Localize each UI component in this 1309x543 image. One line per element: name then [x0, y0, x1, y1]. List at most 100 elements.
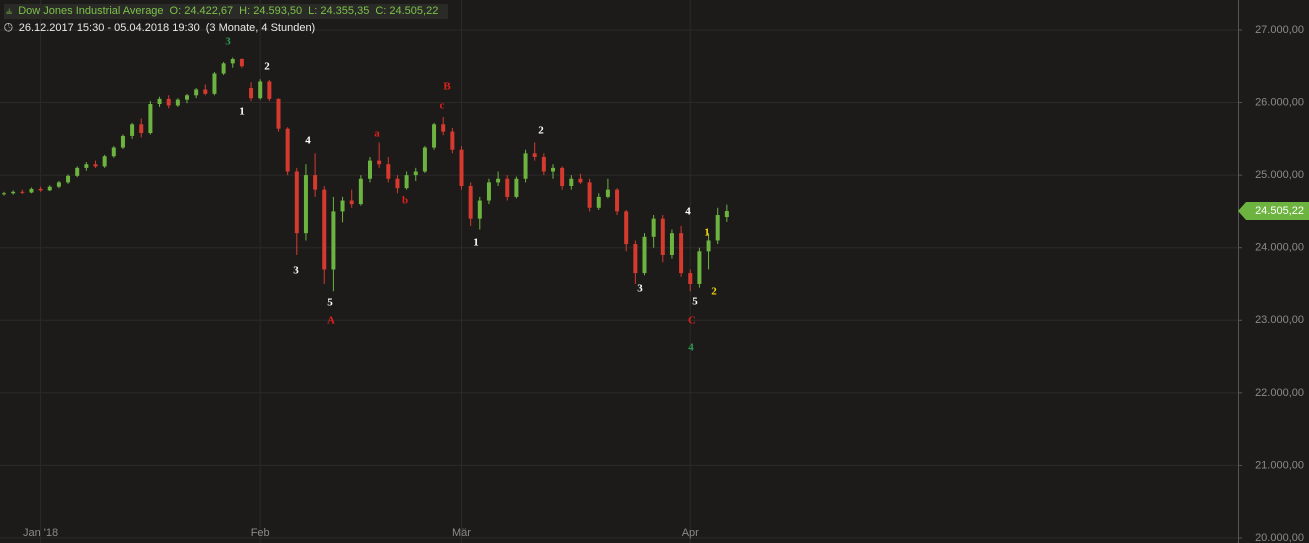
candle-body [551, 167, 555, 172]
chart-title: Dow Jones Industrial Average [18, 5, 164, 17]
last-price-label: 24.505,22 [1255, 205, 1304, 217]
candle-body [38, 188, 43, 191]
candle-body [230, 59, 235, 64]
date-span: (3 Monate, 4 Stunden) [205, 22, 316, 34]
wave-label: C [688, 315, 696, 327]
open-value: O: 24.422,67 [169, 5, 234, 17]
candle-body [239, 59, 244, 67]
candle-body [560, 167, 565, 187]
wave-label: 4 [685, 206, 691, 218]
candle-body [276, 98, 281, 129]
candle-body [432, 124, 437, 148]
candle-body [20, 191, 25, 193]
wave-label: 1 [473, 237, 479, 249]
x-tick-label: Apr [682, 527, 699, 539]
candle-body [441, 124, 446, 132]
candle-body [358, 178, 363, 205]
candle-body [139, 124, 144, 134]
candle-body [523, 153, 528, 179]
candle-body [377, 160, 382, 165]
candle-body [331, 211, 336, 270]
x-tick-label: Jan '18 [23, 527, 58, 539]
y-tick-label: 23.000,00 [1255, 314, 1304, 326]
candle-body [386, 164, 391, 179]
candle-body [212, 73, 217, 94]
candle-body [29, 188, 34, 193]
wave-label: 4 [688, 342, 694, 354]
candle-body [322, 189, 327, 270]
wave-label: 3 [293, 265, 299, 277]
candle-body [203, 89, 208, 94]
candle-body [496, 178, 501, 183]
candle-body [130, 124, 135, 136]
wave-label: 3 [637, 283, 643, 295]
wave-label: 4 [305, 135, 311, 147]
candle-body [715, 215, 720, 241]
candle-body [477, 200, 482, 219]
candle-body [615, 189, 620, 212]
wave-label: 1 [704, 227, 710, 239]
candle-body [514, 178, 519, 197]
candle-body [175, 99, 180, 106]
y-tick-label: 21.000,00 [1255, 459, 1304, 471]
chart-icon: ⫨ [6, 5, 13, 17]
wave-label: 2 [264, 61, 270, 73]
high-value: H: 24.593,50 [239, 5, 303, 17]
candle-body [75, 167, 80, 176]
y-tick-label: 27.000,00 [1255, 24, 1304, 36]
candle-body [697, 251, 702, 284]
wave-label: 5 [692, 296, 698, 308]
candle-body [633, 244, 638, 274]
candle-body [166, 98, 171, 106]
candle-body [66, 175, 71, 183]
candle-body [459, 149, 464, 187]
candle-body [404, 175, 409, 189]
close-value: C: 24.505,22 [375, 5, 439, 17]
candle-body [724, 211, 729, 218]
candle-body [56, 182, 61, 187]
date-range: 26.12.2017 15:30 - 05.04.2018 19:30 [18, 22, 200, 34]
y-tick-label: 24.000,00 [1255, 242, 1304, 254]
candle-body [221, 63, 226, 74]
candle-body [541, 156, 546, 172]
last-price-badge [1238, 202, 1309, 221]
low-value: L: 24.355,35 [308, 5, 370, 17]
wave-label: A [327, 315, 335, 327]
candle-body [2, 193, 6, 195]
wave-label: c [440, 100, 445, 112]
wave-label: 2 [711, 286, 717, 298]
wave-label: 1 [239, 106, 245, 118]
candle-body [84, 164, 89, 168]
candle-body [605, 189, 610, 197]
candle-body [468, 186, 473, 219]
y-tick-label: 25.000,00 [1255, 169, 1304, 181]
candle-body [313, 175, 318, 190]
candle-body [395, 178, 400, 189]
wave-label: 3 [225, 36, 231, 48]
y-tick-label: 20.000,00 [1255, 532, 1304, 543]
wave-label: 2 [538, 125, 544, 137]
candle-body [258, 81, 263, 99]
candle-body [157, 98, 162, 104]
candle-body [422, 147, 427, 172]
candle-body [569, 178, 574, 187]
candle-body [642, 236, 647, 274]
candle-body [93, 164, 98, 167]
candle-body [102, 156, 107, 167]
candle-body [679, 233, 684, 274]
x-tick-label: Mär [452, 527, 471, 539]
candle-body [450, 131, 455, 150]
candle-body [120, 135, 125, 148]
candle-body [596, 196, 601, 208]
wave-label: b [402, 195, 408, 207]
wave-label: B [443, 81, 451, 93]
candle-body [194, 89, 199, 96]
candle-body [532, 153, 537, 157]
candle-body [340, 200, 345, 212]
clock-icon: 🕒︎ [4, 22, 13, 34]
candle-body [578, 178, 583, 183]
candle-body [349, 200, 354, 205]
candle-body [285, 128, 290, 172]
x-tick-label: Feb [251, 527, 270, 539]
